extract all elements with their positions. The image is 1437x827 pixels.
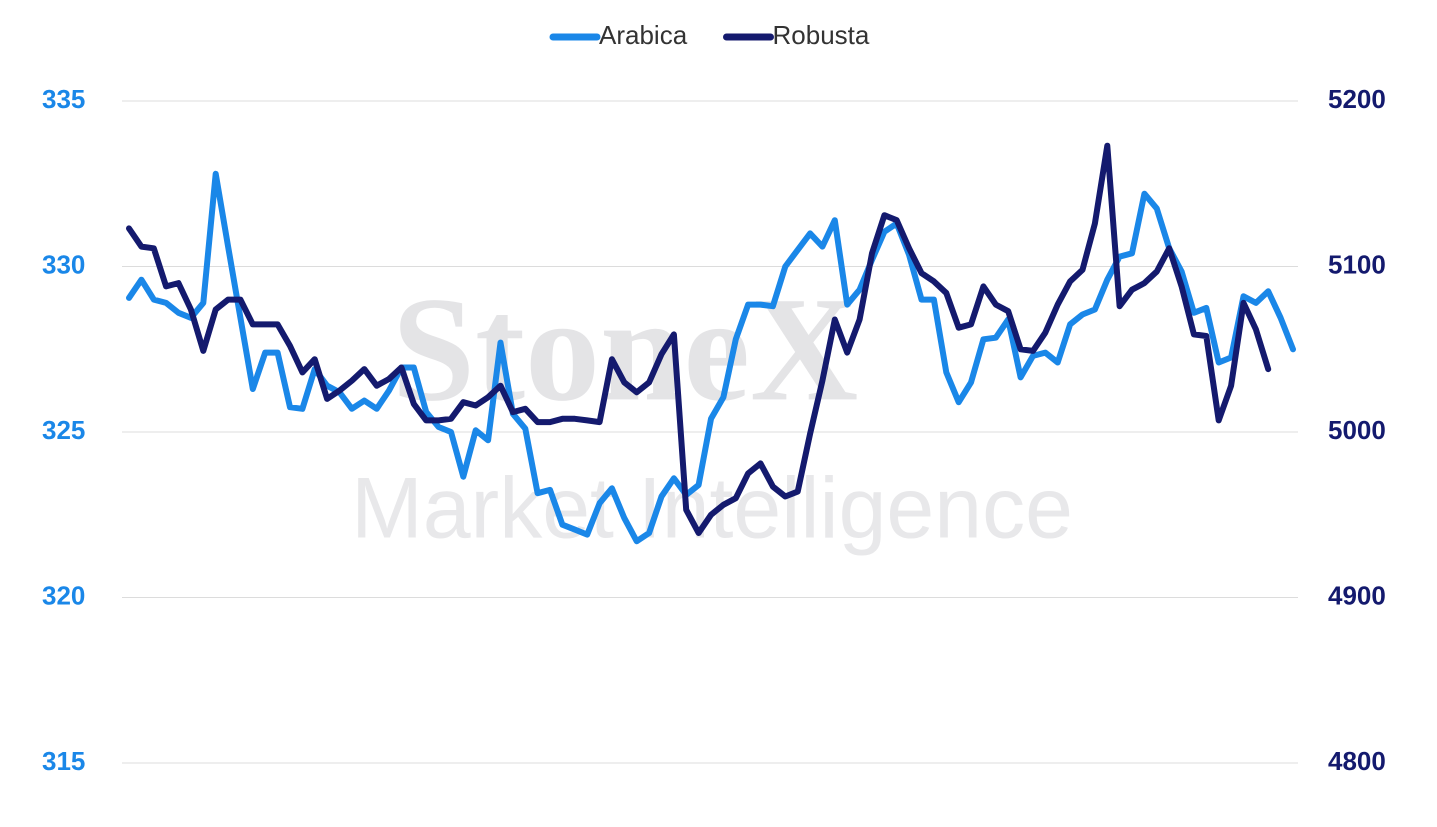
y2-tick-label: 4900 bbox=[1328, 580, 1386, 610]
y-tick-label: 325 bbox=[42, 415, 85, 445]
y2-tick-label: 5100 bbox=[1328, 249, 1386, 279]
legend-label: Robusta bbox=[773, 20, 870, 50]
legend-label: Arabica bbox=[599, 20, 688, 50]
y2-tick-label: 5000 bbox=[1328, 415, 1386, 445]
watermark: Market Intelligence bbox=[351, 461, 1073, 557]
y2-tick-label: 5200 bbox=[1328, 84, 1386, 114]
y-tick-label: 335 bbox=[42, 84, 85, 114]
y-tick-label: 320 bbox=[42, 580, 85, 610]
y-tick-label: 330 bbox=[42, 249, 85, 279]
y-tick-label: 315 bbox=[42, 746, 85, 776]
series-line bbox=[126, 142, 1272, 536]
y2-tick-label: 4800 bbox=[1328, 746, 1386, 776]
